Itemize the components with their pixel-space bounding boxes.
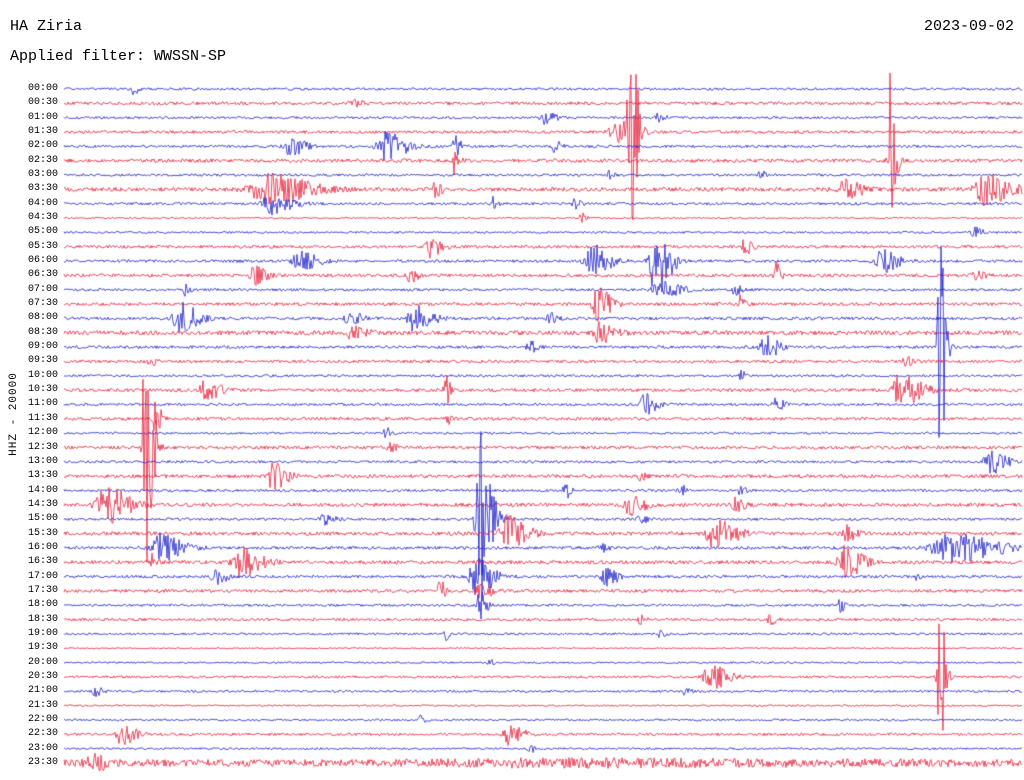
time-label: 17:30 <box>27 584 58 596</box>
time-label: 02:30 <box>27 154 58 166</box>
time-label: 12:00 <box>27 427 58 439</box>
time-label: 15:00 <box>27 513 58 525</box>
time-label: 04:30 <box>27 212 58 224</box>
time-label: 00:00 <box>27 83 58 94</box>
time-label: 22:30 <box>27 728 58 740</box>
time-label: 18:00 <box>27 599 58 611</box>
time-label: 20:30 <box>27 670 58 682</box>
date-label: 2023-09-02 <box>923 18 1014 35</box>
time-label: 12:30 <box>27 441 58 453</box>
filter-label: Applied filter: WWSSN-SP <box>10 48 227 65</box>
time-label: 07:30 <box>27 298 58 310</box>
time-label: 17:00 <box>27 570 58 582</box>
time-label: 05:00 <box>27 226 58 238</box>
time-label: 14:00 <box>27 484 58 496</box>
time-label: 10:30 <box>27 384 58 396</box>
time-label: 19:00 <box>27 627 58 639</box>
time-label: 22:00 <box>27 713 58 725</box>
time-label: 23:30 <box>27 756 58 768</box>
time-label: 01:30 <box>27 126 58 138</box>
time-label: 14:30 <box>27 498 58 510</box>
time-label: 08:00 <box>27 312 58 324</box>
time-label: 04:00 <box>27 197 58 209</box>
time-label: 00:30 <box>27 97 58 109</box>
time-label: 09:00 <box>27 341 58 353</box>
time-label: 02:00 <box>27 140 58 152</box>
time-label: 09:30 <box>27 355 58 367</box>
time-label: 07:00 <box>27 283 58 295</box>
time-label: 03:30 <box>27 183 58 195</box>
time-axis: 00:00 00:30 01:00 01:30 02:00 02:30 03:00 03:30… <box>0 0 60 780</box>
time-label: 05:30 <box>27 240 58 252</box>
time-label: 08:30 <box>27 326 58 338</box>
time-label: 23:00 <box>27 742 58 754</box>
time-label: 11:30 <box>27 412 58 424</box>
time-label: 16:30 <box>27 556 58 568</box>
time-label: 13:00 <box>27 455 58 467</box>
time-label: 20:00 <box>27 656 58 668</box>
time-label: 19:30 <box>27 642 58 654</box>
time-label: 21:30 <box>27 699 58 711</box>
time-label: 03:00 <box>27 169 58 181</box>
time-label: 13:30 <box>27 470 58 482</box>
station-title: HA Ziria <box>10 18 83 35</box>
time-label: 06:00 <box>27 255 58 267</box>
time-label: 21:00 <box>27 685 58 697</box>
time-label: 11:00 <box>27 398 58 410</box>
time-label: 10:00 <box>27 369 58 381</box>
time-label: 06:30 <box>27 269 58 281</box>
time-label: 01:00 <box>27 111 58 123</box>
time-label: 16:00 <box>27 541 58 553</box>
time-label: 18:30 <box>27 613 58 625</box>
time-label: 15:30 <box>27 527 58 539</box>
